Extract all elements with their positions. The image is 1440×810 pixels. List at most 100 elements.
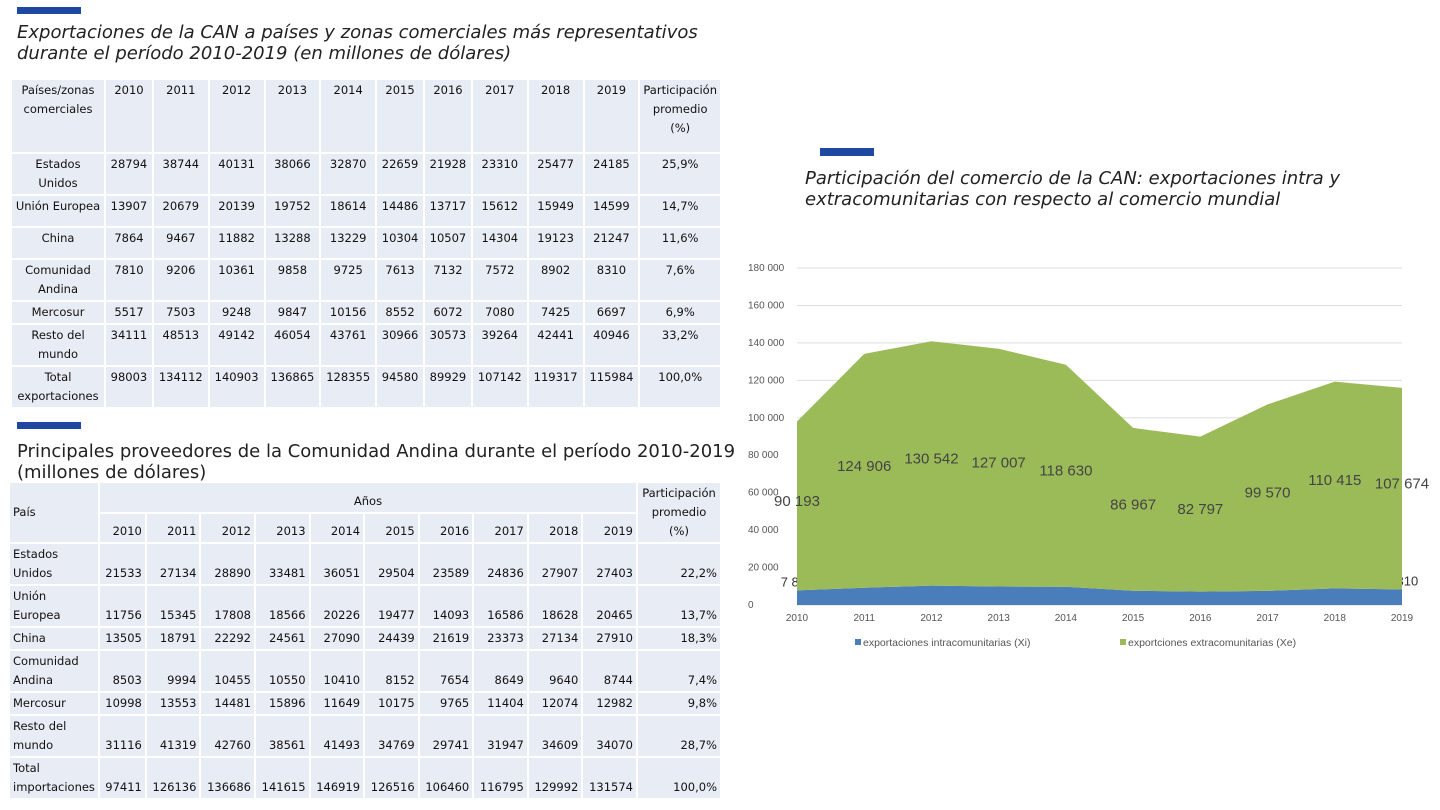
value-cell: 25,9% xyxy=(640,154,720,194)
value-cell: 27907 xyxy=(528,544,582,584)
value-cell: 14,7% xyxy=(640,196,720,226)
value-cell: 126136 xyxy=(146,758,200,798)
value-cell: 15612 xyxy=(472,196,527,226)
header-cell: 2018 xyxy=(528,80,583,152)
value-cell: 10550 xyxy=(255,651,309,691)
legend-label: exportaciones intracomunitarias (Xi) xyxy=(863,637,1031,649)
table-row: Total exportaciones 98003 134112 140903 1368… xyxy=(12,367,720,407)
row-label: Mercosur xyxy=(10,693,98,714)
accent-bar xyxy=(17,422,81,429)
value-cell: 11756 xyxy=(100,586,145,626)
value-cell: 141615 xyxy=(255,758,309,798)
exports-table: Países/zonas comerciales 2010 2011 2012 2013… xyxy=(10,78,722,409)
value-cell: 136865 xyxy=(265,367,320,407)
value-cell: 40131 xyxy=(209,154,264,194)
row-label: Unión Europea xyxy=(12,196,104,226)
value-cell: 36051 xyxy=(310,544,364,584)
value-cell: 18,3% xyxy=(638,628,720,649)
value-cell: 33,2% xyxy=(640,325,720,365)
value-cell: 11404 xyxy=(474,693,527,714)
value-cell: 7864 xyxy=(106,228,152,258)
table-row: País Años Participación promedio (%) xyxy=(10,483,720,542)
value-cell: 22659 xyxy=(377,154,423,194)
table-row: Resto del mundo 34111 48513 49142 46054 43761… xyxy=(12,325,720,365)
header-cell: Años xyxy=(100,483,636,512)
value-cell: 7810 xyxy=(106,260,152,300)
value-cell: 34769 xyxy=(365,716,418,756)
value-cell: 48513 xyxy=(153,325,208,365)
header-cell: 2013 xyxy=(265,80,320,152)
value-cell: 29504 xyxy=(365,544,418,584)
value-cell: 28890 xyxy=(201,544,254,584)
header-cell: 2013 xyxy=(255,513,309,542)
y-tick-label: 160 000 xyxy=(748,300,785,311)
value-cell: 136686 xyxy=(201,758,254,798)
value-cell: 106460 xyxy=(419,758,473,798)
value-cell: 7425 xyxy=(528,302,583,323)
value-cell: 42760 xyxy=(201,716,254,756)
table-row: 2010 2011 2012 2013 2014 2015 2016 2017 2018 2019 xyxy=(10,513,720,542)
value-cell: 9206 xyxy=(153,260,208,300)
value-cell: 49142 xyxy=(209,325,264,365)
value-cell: 11649 xyxy=(310,693,364,714)
row-label: Resto del mundo xyxy=(12,325,104,365)
value-cell: 8152 xyxy=(365,651,418,691)
value-cell: 19477 xyxy=(365,586,418,626)
value-cell: 30573 xyxy=(425,325,471,365)
row-label: Unión Europea xyxy=(10,586,98,626)
header-cell: 2015 xyxy=(377,80,423,152)
row-label: Comunidad Andina xyxy=(10,651,98,691)
value-cell: 11,6% xyxy=(640,228,720,258)
table1-title: Exportaciones de la CAN a países y zonas… xyxy=(17,22,698,64)
value-cell: 23589 xyxy=(419,544,473,584)
value-cell: 7132 xyxy=(425,260,471,300)
x-tick-label: 2018 xyxy=(1324,613,1347,624)
value-cell: 89929 xyxy=(425,367,471,407)
data-label: 118 630 xyxy=(1039,463,1092,480)
value-cell: 10410 xyxy=(310,651,364,691)
value-cell: 18791 xyxy=(146,628,200,649)
value-cell: 13717 xyxy=(425,196,471,226)
value-cell: 10175 xyxy=(365,693,418,714)
value-cell: 94580 xyxy=(377,367,423,407)
value-cell: 20139 xyxy=(209,196,264,226)
x-tick-label: 2019 xyxy=(1391,613,1414,624)
value-cell: 134112 xyxy=(153,367,208,407)
value-cell: 34070 xyxy=(583,716,636,756)
header-cell: 2012 xyxy=(209,80,264,152)
value-cell: 19752 xyxy=(265,196,320,226)
value-cell: 116795 xyxy=(474,758,527,798)
value-cell: 27090 xyxy=(310,628,364,649)
value-cell: 28,7% xyxy=(638,716,720,756)
x-tick-label: 2015 xyxy=(1122,613,1145,624)
y-tick-label: 0 xyxy=(748,600,754,611)
value-cell: 9858 xyxy=(265,260,320,300)
value-cell: 11882 xyxy=(209,228,264,258)
accent-bar xyxy=(17,7,81,14)
row-label: Mercosur xyxy=(12,302,104,323)
value-cell: 7,6% xyxy=(640,260,720,300)
row-label: Estados Unidos xyxy=(12,154,104,194)
header-cell: 2019 xyxy=(584,80,639,152)
value-cell: 100,0% xyxy=(638,758,720,798)
legend-label: exportciones extracomunitarias (Xe) xyxy=(1128,637,1296,649)
data-label: 82 797 xyxy=(1177,501,1223,518)
value-cell: 39264 xyxy=(472,325,527,365)
value-cell: 27403 xyxy=(583,544,636,584)
value-cell: 20226 xyxy=(310,586,364,626)
x-tick-label: 2013 xyxy=(988,613,1011,624)
header-cell: 2019 xyxy=(583,513,636,542)
value-cell: 100,0% xyxy=(640,367,720,407)
area xyxy=(797,585,1402,605)
x-tick-label: 2010 xyxy=(786,613,809,624)
x-tick-label: 2011 xyxy=(853,613,875,624)
y-tick-label: 180 000 xyxy=(748,263,785,274)
value-cell: 34111 xyxy=(106,325,152,365)
value-cell: 15896 xyxy=(255,693,309,714)
value-cell: 20465 xyxy=(583,586,636,626)
value-cell: 12982 xyxy=(583,693,636,714)
value-cell: 9725 xyxy=(321,260,376,300)
header-cell: 2017 xyxy=(474,513,527,542)
y-tick-label: 80 000 xyxy=(748,450,779,461)
